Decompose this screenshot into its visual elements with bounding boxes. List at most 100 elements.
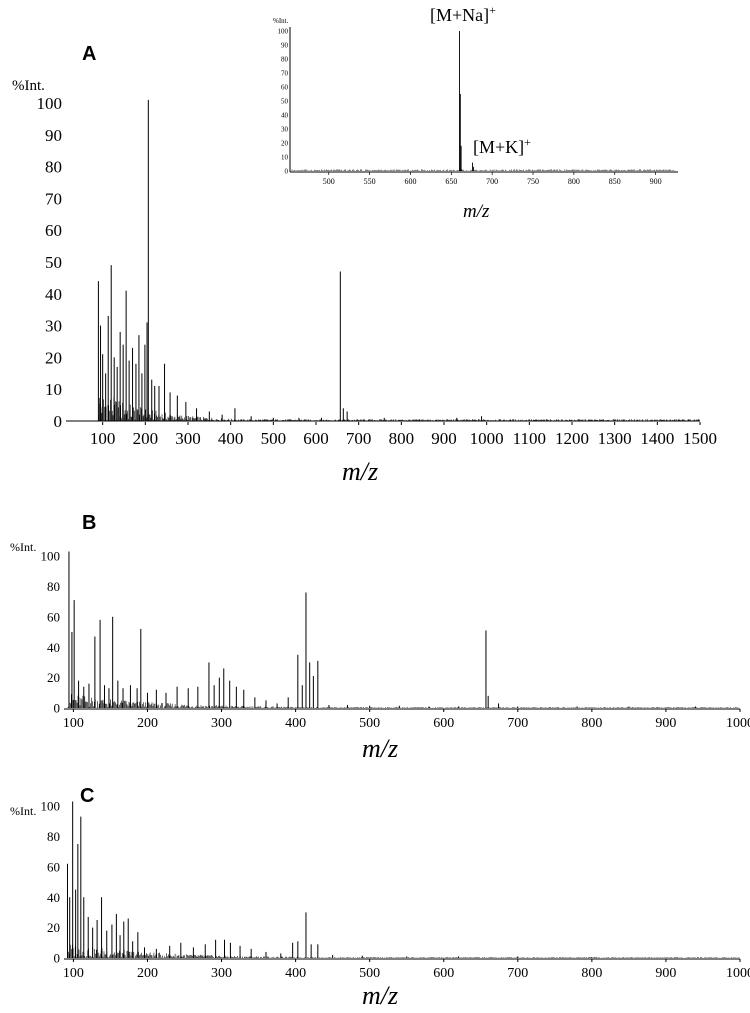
x-tick-label: 900 xyxy=(431,429,457,448)
panel-a-spectrum xyxy=(97,99,700,421)
y-tick-label: 0 xyxy=(54,412,63,431)
x-tick-label: 600 xyxy=(303,429,329,448)
inset-x-tick-label: 500 xyxy=(323,177,335,186)
inset-annotations: [M+Na]+ [M+K]+ xyxy=(430,3,531,157)
inset-x-ticks: 500 550 600 650 700 750 800 850 900 xyxy=(323,172,662,186)
x-tick-label: 700 xyxy=(507,966,528,981)
x-tick-label: 200 xyxy=(133,429,159,448)
x-tick-label: 1500 xyxy=(683,429,717,448)
inset-annotation: [M+K]+ xyxy=(473,135,531,157)
inset-spectrum xyxy=(291,31,676,171)
y-tick-label: 20 xyxy=(47,920,60,935)
panel-a-ylabel: %Int. xyxy=(12,78,45,94)
noise-floor xyxy=(67,944,740,958)
panel-b-x-ticks: 100 200 300 400 500 600 700 800 900 1000 xyxy=(63,709,750,731)
inset-y-tick-label: 50 xyxy=(281,98,289,106)
x-tick-label: 300 xyxy=(175,429,201,448)
x-tick-label: 800 xyxy=(581,966,602,981)
inset-y-tick-label: 80 xyxy=(281,56,289,64)
x-tick-label: 1200 xyxy=(555,429,589,448)
x-tick-label: 100 xyxy=(90,429,116,448)
x-tick-label: 1300 xyxy=(598,429,632,448)
panel-c-xlabel: m/z xyxy=(362,981,398,1010)
inset-y-tick-label: 10 xyxy=(281,154,289,162)
x-tick-label: 1100 xyxy=(513,429,546,448)
inset-y-tick-label: 40 xyxy=(281,112,289,120)
x-tick-label: 200 xyxy=(137,716,158,731)
y-tick-label: 50 xyxy=(45,253,62,272)
y-tick-label: 0 xyxy=(54,701,61,716)
inset-x-tick-label: 800 xyxy=(568,177,580,186)
y-tick-label: 0 xyxy=(54,951,61,966)
x-tick-label: 1400 xyxy=(640,429,674,448)
x-tick-label: 100 xyxy=(63,966,84,981)
panel-a-letter: A xyxy=(82,43,96,65)
y-tick-label: 80 xyxy=(47,829,60,844)
x-tick-label: 400 xyxy=(218,429,244,448)
noise-floor xyxy=(98,396,700,421)
x-tick-label: 500 xyxy=(359,966,380,981)
y-tick-label: 30 xyxy=(45,317,62,336)
y-tick-label: 70 xyxy=(45,189,62,208)
panel-c-letter: C xyxy=(80,785,94,807)
inset-x-tick-label: 850 xyxy=(609,177,621,186)
y-tick-label: 90 xyxy=(45,126,62,145)
panel-a-xlabel: m/z xyxy=(342,457,378,486)
y-tick-label: 20 xyxy=(45,348,62,367)
inset-x-tick-label: 900 xyxy=(650,177,662,186)
panel-b-spectrum xyxy=(67,551,739,708)
inset-x-tick-label: 600 xyxy=(404,177,416,186)
x-tick-label: 1000 xyxy=(726,966,750,981)
inset-y-tick-label: 60 xyxy=(281,84,289,92)
inset-x-tick-label: 550 xyxy=(364,177,376,186)
panel-c-ylabel: %Int. xyxy=(10,804,36,818)
inset-y-tick-label: 20 xyxy=(281,140,289,148)
inset-x-tick-label: 700 xyxy=(486,177,498,186)
x-tick-label: 400 xyxy=(285,716,306,731)
x-tick-label: 200 xyxy=(137,966,158,981)
panel-b-ylabel: %Int. xyxy=(10,540,36,554)
panel-c-spectrum xyxy=(66,801,740,958)
panel-a-y-ticks: 0 10 20 30 40 50 60 70 80 90 100 xyxy=(37,94,63,431)
y-tick-label: 100 xyxy=(41,799,61,814)
y-tick-label: 20 xyxy=(47,670,60,685)
panel-a-x-ticks: 100 200 300 400 500 600 700 800 900 1000 1100 1200 1… xyxy=(90,422,717,448)
inset-x-tick-label: 650 xyxy=(445,177,457,186)
x-tick-label: 500 xyxy=(261,429,287,448)
x-tick-label: 300 xyxy=(211,966,232,981)
x-tick-label: 600 xyxy=(433,966,454,981)
inset-xlabel: m/z xyxy=(463,201,490,222)
x-tick-label: 700 xyxy=(346,429,372,448)
x-tick-label: 1000 xyxy=(470,429,504,448)
noise-floor xyxy=(67,694,739,708)
x-tick-label: 500 xyxy=(359,716,380,731)
x-tick-label: 700 xyxy=(507,716,528,731)
inset-y-tick-label: 0 xyxy=(285,168,289,176)
inset-annotation: [M+Na]+ xyxy=(430,3,496,25)
panel-b: B %Int. 0 20 40 60 80 100 100 200 300 400 500 600 7… xyxy=(10,512,750,763)
x-tick-label: 400 xyxy=(285,966,306,981)
panel-b-letter: B xyxy=(82,512,96,534)
inset-y-tick-label: 70 xyxy=(281,70,289,78)
y-tick-label: 80 xyxy=(45,158,62,177)
panel-c: C %Int. 0 20 40 60 80 100 100 200 300 400 500 600 7… xyxy=(10,785,750,1010)
y-tick-label: 60 xyxy=(47,609,60,624)
x-tick-label: 800 xyxy=(581,716,602,731)
panel-b-xlabel: m/z xyxy=(362,734,398,763)
inset-x-tick-label: 750 xyxy=(527,177,539,186)
x-tick-label: 100 xyxy=(63,716,84,731)
y-tick-label: 100 xyxy=(37,94,63,113)
inset-y-tick-label: 90 xyxy=(281,42,289,50)
inset-y-ticks: 0 10 20 30 40 50 60 70 80 90 100 xyxy=(278,28,289,176)
panel-c-y-ticks: 0 20 40 60 80 100 xyxy=(41,799,61,966)
y-tick-label: 40 xyxy=(47,890,60,905)
y-tick-label: 80 xyxy=(47,579,60,594)
y-tick-label: 10 xyxy=(45,380,62,399)
panel-c-x-ticks: 100 200 300 400 500 600 700 800 900 1000 xyxy=(63,959,750,981)
x-tick-label: 300 xyxy=(211,716,232,731)
x-tick-label: 800 xyxy=(389,429,415,448)
x-tick-label: 900 xyxy=(655,966,676,981)
inset-noise-floor xyxy=(291,169,676,171)
y-tick-label: 40 xyxy=(45,285,62,304)
